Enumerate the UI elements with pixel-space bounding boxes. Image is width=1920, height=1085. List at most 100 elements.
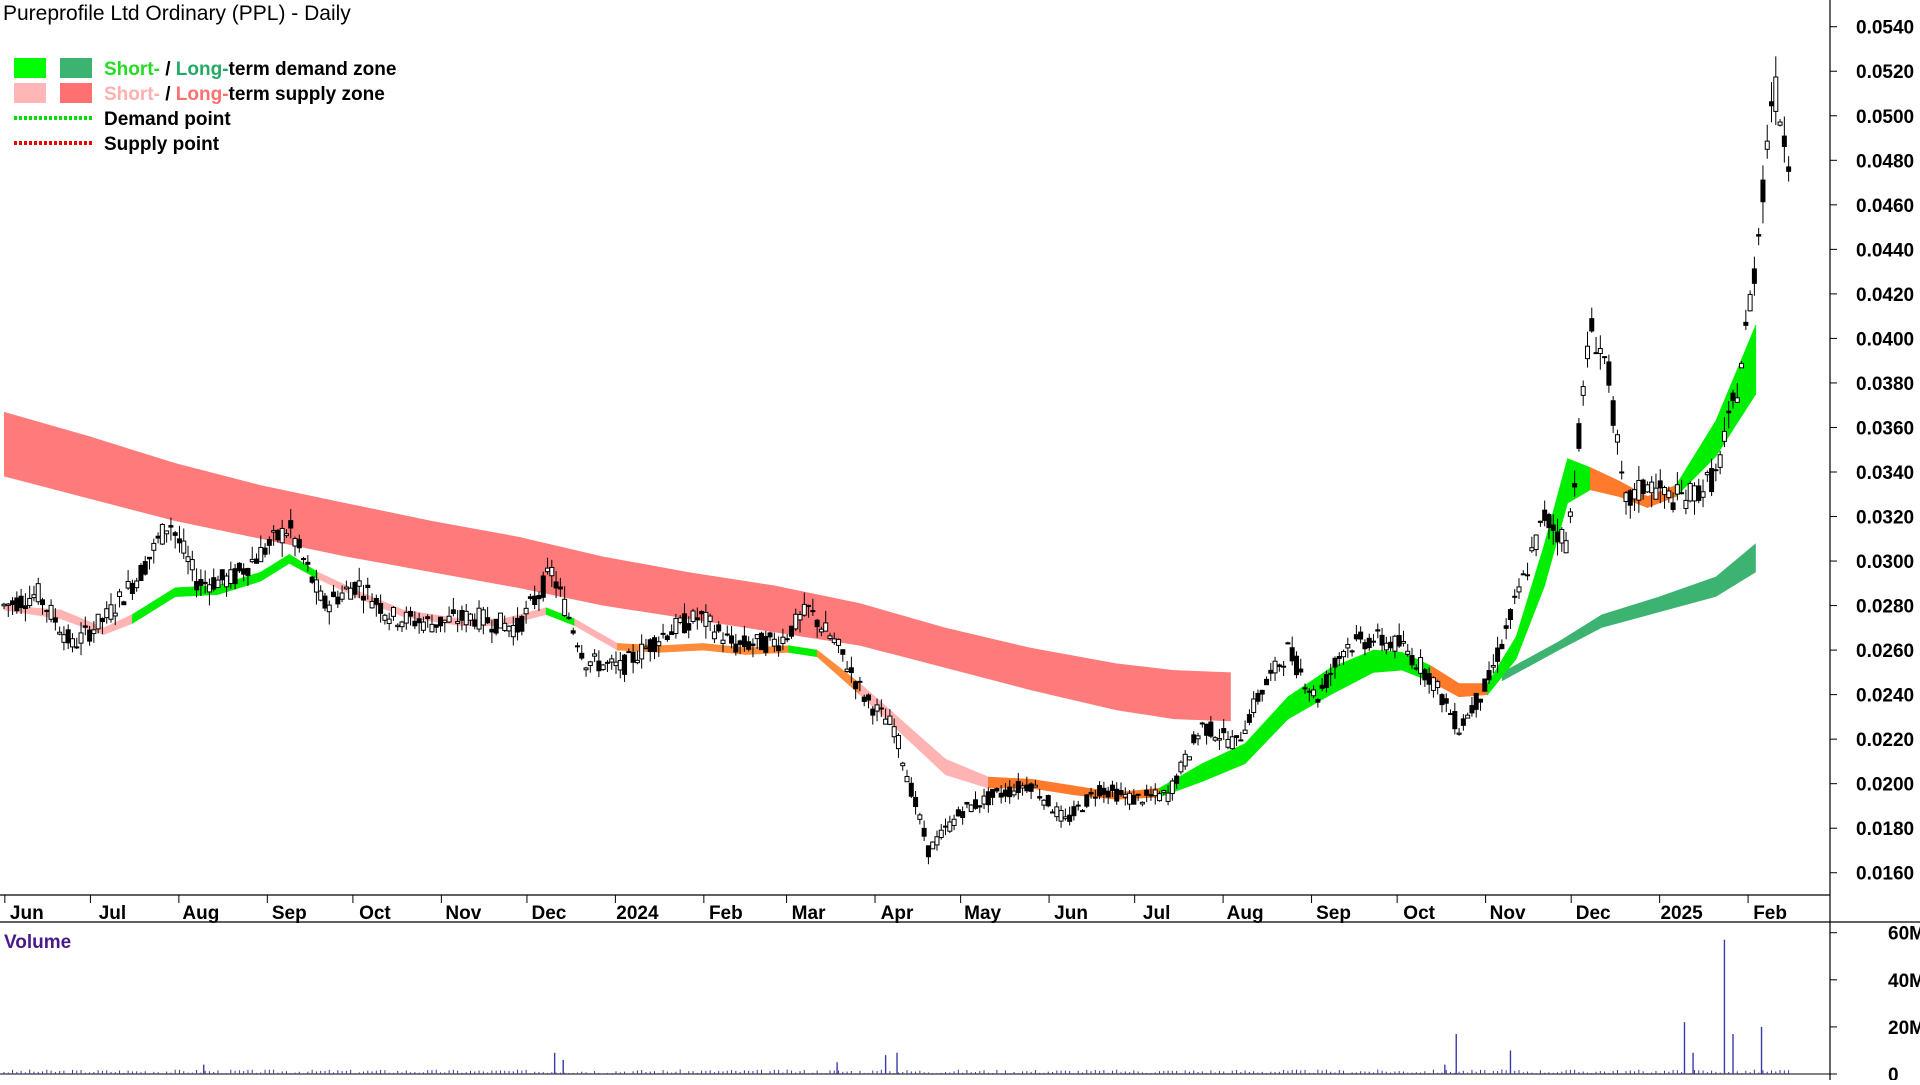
price-bar <box>1696 478 1702 504</box>
price-bar <box>1619 460 1625 480</box>
price-bar <box>1255 689 1261 705</box>
price-bar <box>917 812 923 825</box>
y-tick-label: 0.0540 <box>1856 18 1914 39</box>
price-bar-body <box>206 584 212 593</box>
price-bar <box>151 538 157 564</box>
price-bar-body <box>301 558 307 561</box>
price-bar-body <box>1268 669 1274 674</box>
price-bar-body <box>5 603 11 606</box>
price-bar <box>459 605 465 631</box>
price-bar <box>930 841 936 850</box>
price-bar <box>1079 809 1085 813</box>
price-bar-body <box>1075 804 1081 807</box>
legend-label-part: Supply point <box>104 134 220 155</box>
price-bar <box>129 579 135 601</box>
price-bar <box>1584 331 1590 368</box>
price-bar-body <box>643 646 649 649</box>
price-bar-body <box>1503 625 1509 629</box>
price-bar-body <box>399 621 405 628</box>
price-bar <box>990 788 996 806</box>
price-bar <box>1614 429 1620 455</box>
price-bar <box>895 733 901 758</box>
price-bar-body <box>1079 810 1085 813</box>
price-bar-body <box>1627 490 1633 506</box>
price-bar-body <box>1495 647 1501 662</box>
price-bar <box>266 536 272 555</box>
price-bar <box>369 593 375 609</box>
price-bar <box>570 627 576 636</box>
price-bar <box>1649 476 1655 508</box>
price-bar-body <box>104 608 110 619</box>
price-bar <box>219 569 225 586</box>
price-bar <box>395 623 401 631</box>
short-term-zone-segment <box>1715 324 1757 458</box>
price-bar <box>527 593 533 601</box>
price-bar <box>1178 760 1184 775</box>
price-bar <box>412 611 418 630</box>
price-bar <box>322 592 328 612</box>
price-bar-body <box>408 610 414 617</box>
price-bar <box>763 630 769 656</box>
price-bar <box>181 528 187 560</box>
legend-label-part: Long- <box>176 84 229 105</box>
price-bar <box>1769 82 1775 123</box>
price-bar <box>853 680 859 700</box>
price-bar <box>1760 165 1766 224</box>
price-bar-body <box>1576 423 1582 449</box>
price-bar <box>767 631 773 641</box>
price-bar-body <box>1657 480 1663 489</box>
price-bar <box>57 626 63 636</box>
price-bar <box>1358 626 1364 644</box>
price-bar-body <box>1139 801 1145 805</box>
price-bar <box>891 718 897 744</box>
price-bar-body <box>245 568 251 577</box>
price-bar-body <box>955 809 961 817</box>
price-bar <box>497 612 503 629</box>
price-bar-body <box>1349 650 1355 653</box>
price-bar <box>857 677 863 692</box>
price-bar <box>104 601 110 624</box>
price-bar <box>1174 773 1180 789</box>
price-bar-body <box>1786 166 1792 172</box>
price-bar <box>1465 712 1471 719</box>
price-bar-body <box>1264 678 1270 686</box>
price-bar <box>121 600 127 606</box>
price-bar-body <box>1 603 7 607</box>
price-bar-body <box>540 575 546 598</box>
price-bar-body <box>1221 728 1227 734</box>
price-bar <box>1721 417 1727 448</box>
price-bar <box>1353 624 1359 642</box>
price-bar <box>549 559 555 587</box>
price-bar-body <box>1409 655 1415 666</box>
price-bar <box>236 562 242 574</box>
price-bar <box>690 608 696 624</box>
price-bar <box>1486 661 1492 684</box>
price-bar-body <box>313 579 319 593</box>
price-bar <box>1208 716 1214 739</box>
price-bar <box>446 606 452 624</box>
price-bar <box>48 599 54 623</box>
price-bar <box>390 606 396 621</box>
price-bar-body <box>1276 664 1282 667</box>
price-bar <box>848 656 854 683</box>
price-bar <box>485 606 491 624</box>
price-bar-body <box>1238 739 1244 742</box>
price-bar-body <box>1777 121 1783 126</box>
price-bar-body <box>1563 540 1569 554</box>
price-bar-body <box>570 630 576 634</box>
legend-label-part: term demand zone <box>229 59 397 80</box>
price-bar <box>1602 356 1608 364</box>
price-bar <box>1229 729 1235 750</box>
price-bar <box>1109 780 1115 798</box>
price-bar-body <box>921 827 927 837</box>
price-bar-body <box>1512 595 1518 598</box>
price-bar-body <box>737 640 743 645</box>
price-bar-body <box>562 598 568 617</box>
price-bar-body <box>587 661 593 666</box>
price-bar-body <box>1336 656 1342 660</box>
price-bar-body <box>515 617 521 633</box>
price-bar <box>1644 481 1650 493</box>
y-tick-label: 0.0520 <box>1856 62 1914 83</box>
price-bar-body <box>1653 487 1659 500</box>
price-bar <box>1687 481 1693 503</box>
